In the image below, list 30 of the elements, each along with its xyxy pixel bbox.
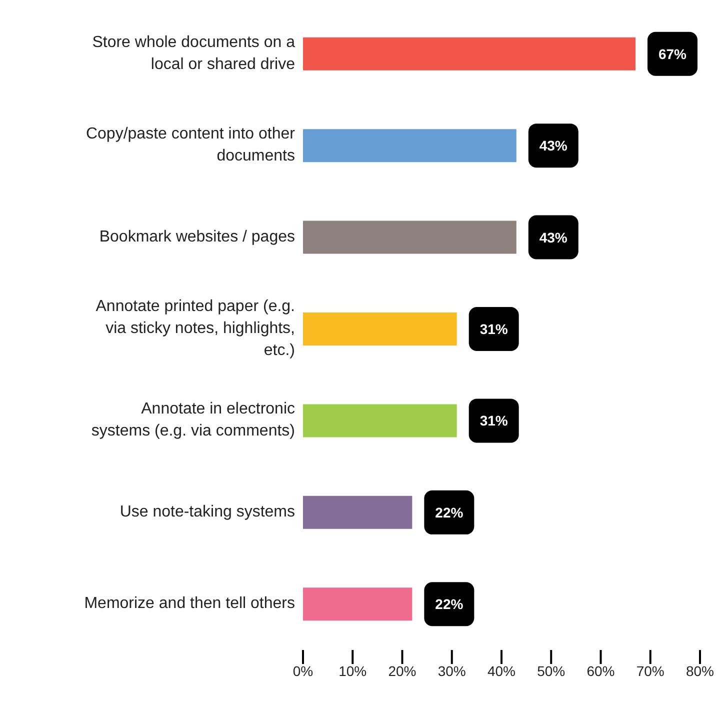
x-tick-label: 40% <box>487 662 516 679</box>
bar <box>303 404 457 438</box>
y-tick-label: Bookmark websites / pages <box>99 228 295 246</box>
y-tick-label: Memorize and then tell others <box>84 595 295 612</box>
data-label: 43% <box>539 229 568 246</box>
y-tick-label: Copy/paste content into other documents <box>86 126 296 165</box>
y-tick-label: Annotate in electronic systems (e.g. via comments) <box>91 400 295 440</box>
x-tick-label: 0% <box>292 662 314 679</box>
x-tick-label: 80% <box>686 662 714 679</box>
y-tick-label: Annotate printed paper (e.g. via sticky notes, highlights, etc.) <box>96 298 295 360</box>
x-tick-label: 10% <box>338 662 367 679</box>
bar <box>303 129 516 162</box>
data-label: 22% <box>435 504 464 520</box>
x-tick-label: 60% <box>586 662 615 679</box>
x-tick-label: 70% <box>636 662 664 679</box>
bar <box>303 588 412 621</box>
data-label: 67% <box>658 46 688 62</box>
data-label: 31% <box>480 412 508 429</box>
bar <box>303 312 457 346</box>
y-tick-label: Use note-taking systems <box>120 504 295 521</box>
x-tick-label: 20% <box>388 662 416 679</box>
y-tick-label: Store whole documents on a local or shared drive <box>92 34 296 74</box>
bar <box>303 37 636 70</box>
x-tick-label: 30% <box>438 662 466 679</box>
data-label: 43% <box>539 138 568 154</box>
bar <box>303 220 516 254</box>
data-label: 31% <box>480 320 508 337</box>
data-label: 22% <box>435 596 464 612</box>
x-tick-label: 50% <box>537 662 566 679</box>
bar <box>303 496 412 529</box>
